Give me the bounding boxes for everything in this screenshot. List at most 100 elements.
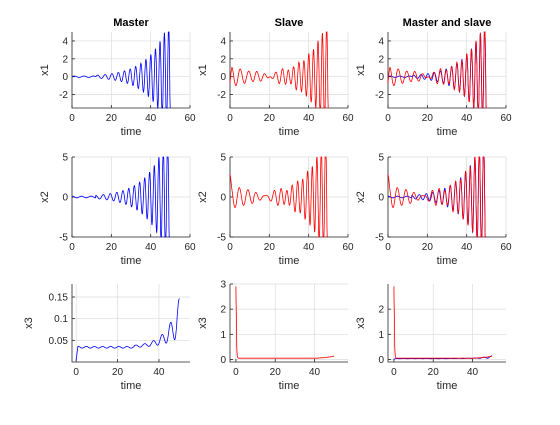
y-axis-label: x1 — [197, 64, 209, 76]
x-tick-label: 20 — [422, 113, 434, 124]
y-tick-label: 0 — [378, 193, 384, 204]
y-tick-label: 4 — [220, 36, 226, 47]
x-tick-label: 40 — [145, 113, 157, 124]
series-line-1 — [72, 156, 171, 238]
y-tick-label: 5 — [62, 153, 68, 164]
y-tick-label: -2 — [375, 90, 384, 101]
x-tick-label: 40 — [303, 113, 315, 124]
y-tick-label: 2 — [220, 305, 226, 316]
axes-frame — [387, 284, 506, 363]
y-tick-label: 1 — [378, 330, 384, 341]
series-line-2 — [393, 286, 493, 359]
series-line-1 — [235, 286, 335, 359]
y-axis-label: x2 — [39, 191, 51, 203]
y-tick-label: 0 — [62, 72, 68, 83]
subplot-7: 0 20 40 0.05 0.1 0.15 time x3 — [23, 284, 190, 392]
x-tick-label: 60 — [184, 242, 196, 253]
y-tick-label: 2 — [378, 305, 384, 316]
x-tick-label: 0 — [385, 242, 391, 253]
x-tick-label: 40 — [303, 242, 315, 253]
y-tick-label: 0.15 — [49, 293, 69, 304]
y-tick-label: -2 — [59, 90, 68, 101]
x-tick-label: 60 — [342, 242, 354, 253]
x-tick-label: 20 — [264, 242, 276, 253]
series-line-2 — [387, 31, 487, 109]
y-tick-label: 0.1 — [54, 314, 68, 325]
x-axis-label: time — [279, 255, 300, 267]
axes-frame — [229, 32, 348, 109]
y-tick-label: 0 — [378, 355, 384, 366]
x-tick-label: 60 — [500, 113, 512, 124]
x-axis-label: time — [121, 255, 142, 267]
x-tick-label: 40 — [145, 242, 157, 253]
x-tick-label: 40 — [153, 367, 165, 378]
series-line-1 — [71, 31, 171, 109]
x-tick-label: 20 — [264, 113, 276, 124]
y-tick-label: 5 — [378, 153, 384, 164]
series-line-1 — [229, 31, 329, 109]
x-tick-label: 40 — [461, 242, 473, 253]
y-tick-label: 0 — [378, 72, 384, 83]
axes-frame — [229, 284, 348, 363]
axes-frame — [71, 284, 190, 363]
y-tick-label: 0 — [220, 193, 226, 204]
x-tick-label: 0 — [69, 242, 75, 253]
y-tick-label: 0.05 — [49, 336, 69, 347]
x-axis-label: time — [121, 126, 142, 138]
y-tick-label: -5 — [217, 233, 226, 244]
series-line-2 — [387, 156, 487, 238]
y-tick-label: -5 — [59, 233, 68, 244]
x-axis-label: time — [121, 380, 142, 392]
subplot-title: Slave — [275, 17, 304, 29]
y-tick-label: 2 — [378, 54, 384, 65]
y-axis-label: x1 — [39, 64, 51, 76]
y-axis-label: x2 — [197, 191, 209, 203]
y-tick-label: 4 — [378, 36, 384, 47]
x-tick-label: 0 — [385, 113, 391, 124]
x-axis-label: time — [437, 126, 458, 138]
y-tick-label: 4 — [62, 36, 68, 47]
series-line-1 — [229, 156, 329, 238]
x-tick-label: 20 — [112, 367, 124, 378]
x-tick-label: 40 — [461, 113, 473, 124]
y-tick-label: 2 — [220, 54, 226, 65]
y-tick-label: 1 — [220, 330, 226, 341]
y-axis-label: x3 — [355, 317, 367, 329]
x-tick-label: 20 — [270, 367, 282, 378]
subplot-2: 0 20 40 60 -2 0 2 4 time x1 Slave — [197, 17, 354, 138]
x-tick-label: 0 — [227, 242, 233, 253]
x-tick-label: 0 — [391, 367, 397, 378]
x-tick-label: 60 — [184, 113, 196, 124]
x-axis-label: time — [437, 255, 458, 267]
y-tick-label: -2 — [217, 90, 226, 101]
subplot-1: 0 20 40 60 -2 0 2 4 time x1 Master — [39, 17, 196, 138]
y-tick-label: 2 — [62, 54, 68, 65]
x-tick-label: 0 — [233, 367, 239, 378]
subplot-8: 0 20 40 0 1 2 3 time x3 — [197, 280, 348, 392]
y-axis-label: x1 — [355, 64, 367, 76]
x-tick-label: 20 — [422, 242, 434, 253]
series-line-1 — [387, 31, 487, 109]
x-tick-label: 0 — [73, 367, 79, 378]
subplot-title: Master — [113, 17, 149, 29]
y-tick-label: 5 — [220, 153, 226, 164]
subplot-3: 0 20 40 60 -2 0 2 4 time x1 Master and slave — [355, 17, 512, 138]
x-tick-label: 40 — [309, 367, 321, 378]
y-axis-label: x2 — [355, 191, 367, 203]
x-axis-label: time — [279, 380, 300, 392]
x-tick-label: 0 — [227, 113, 233, 124]
y-tick-label: 0 — [220, 72, 226, 83]
y-tick-label: -5 — [375, 233, 384, 244]
y-axis-label: x3 — [197, 317, 209, 329]
x-tick-label: 20 — [106, 242, 118, 253]
x-tick-label: 20 — [428, 367, 440, 378]
y-tick-label: 3 — [220, 280, 226, 291]
subplot-9: 0 20 40 0 1 2 time x3 — [355, 284, 506, 392]
y-axis-label: x3 — [23, 317, 35, 329]
series-line-1 — [75, 298, 180, 361]
subplot-title: Master and slave — [403, 17, 492, 29]
